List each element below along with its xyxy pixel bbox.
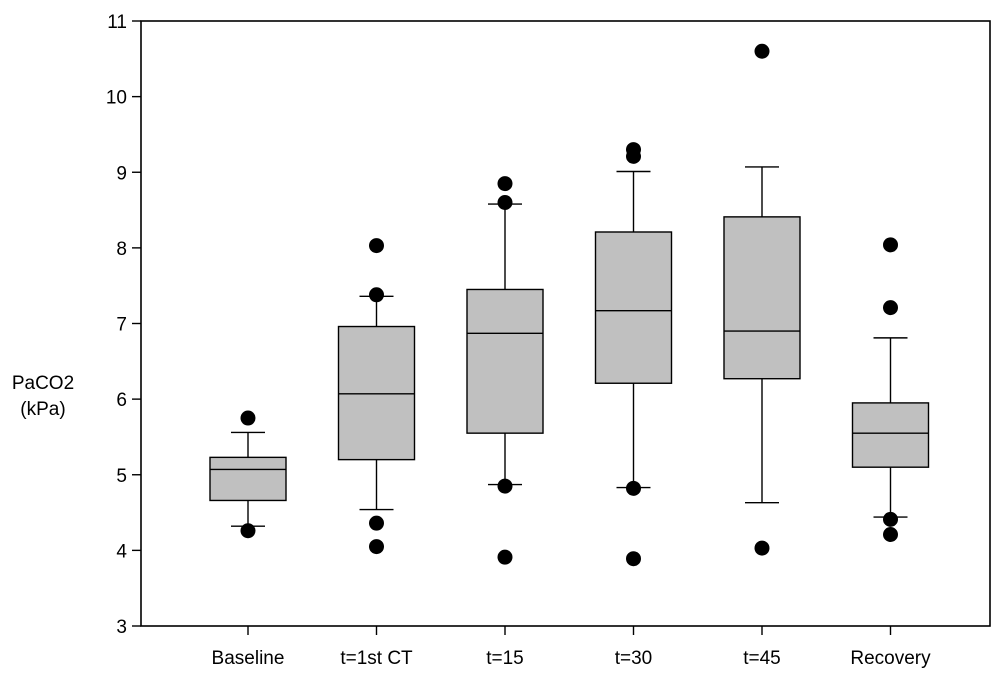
y-axis-title-line-2: (kPa)	[20, 399, 65, 420]
outlier-t-1st-ct-3	[369, 539, 384, 555]
y-tick-label-9: 9	[116, 163, 127, 184]
outlier-t-15-0	[497, 176, 513, 192]
y-tick-label-8: 8	[116, 239, 127, 260]
y-tick-label-11: 11	[107, 12, 127, 33]
outlier-t-15-3	[497, 549, 513, 565]
box-recovery	[851, 402, 930, 468]
plot-area: 3 4 5 6 7 8 9 10 11 Baseline t=1st CT t=15 t=30 t=45 R…	[106, 12, 991, 669]
y-axis-title-line-1: PaCO2	[12, 373, 74, 394]
x-tick-label-recovery: Recovery	[850, 648, 931, 669]
box-t-1st-ct	[337, 325, 416, 461]
plot-frame	[140, 20, 991, 627]
x-tick-label-t-30: t=30	[615, 648, 653, 669]
outlier-t-1st-ct-0	[369, 238, 384, 254]
outlier-t-45-0	[754, 43, 770, 59]
y-tick-label-6: 6	[116, 390, 127, 411]
outlier-t-1st-ct-2	[369, 515, 384, 531]
x-tick-label-t-45: t=45	[743, 648, 781, 669]
y-axis-title: PaCO2 (kPa)	[12, 373, 74, 420]
outlier-baseline-0	[240, 410, 256, 426]
outlier-t-30-2	[626, 480, 641, 496]
outlier-recovery-1	[883, 300, 898, 316]
outlier-t-45-1	[754, 540, 770, 556]
outlier-t-15-1	[497, 195, 513, 210]
y-tick-label-10: 10	[106, 88, 127, 109]
y-tick-label-3: 3	[116, 617, 127, 638]
box-t-30	[594, 231, 673, 384]
x-tick-label-baseline: Baseline	[212, 648, 285, 669]
y-tick-label-5: 5	[116, 466, 127, 487]
outlier-recovery-3	[883, 526, 898, 542]
y-tick-label-4: 4	[116, 541, 127, 562]
outlier-recovery-0	[883, 237, 898, 253]
box-t-45	[723, 216, 801, 380]
box-baseline	[209, 456, 287, 502]
outlier-t-15-2	[497, 478, 513, 494]
x-tick-label-t-1st-ct: t=1st CT	[340, 648, 413, 669]
outlier-t-30-3	[626, 551, 641, 567]
y-tick-label-7: 7	[116, 315, 127, 336]
box-t-15	[466, 288, 544, 434]
outlier-recovery-2	[883, 511, 898, 527]
x-tick-label-t-15: t=15	[486, 648, 524, 669]
outlier-t-1st-ct-1	[369, 287, 384, 303]
outlier-baseline-1	[240, 523, 256, 539]
outlier-t-30-1	[626, 148, 641, 164]
